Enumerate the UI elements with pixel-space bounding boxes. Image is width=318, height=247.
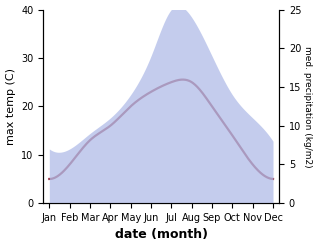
Y-axis label: med. precipitation (kg/m2): med. precipitation (kg/m2) [303,45,313,167]
Y-axis label: max temp (C): max temp (C) [5,68,16,145]
X-axis label: date (month): date (month) [115,228,208,242]
